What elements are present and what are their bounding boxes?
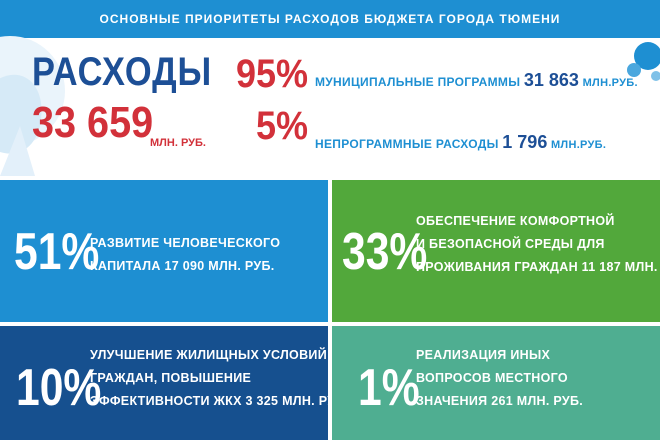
tile-line: ВОПРОСОВ МЕСТНОГО	[416, 371, 568, 385]
expenses-total-value: 33 659	[32, 98, 154, 147]
tile-line: РЕАЛИЗАЦИЯ ИНЫХ	[416, 348, 551, 362]
expenses-label: РАСХОДЫ	[32, 50, 213, 94]
tile-line: ГРАЖДАН, ПОВЫШЕНИЕ	[90, 371, 252, 385]
tile-line: УЛУЧШЕНИЕ ЖИЛИЩНЫХ УСЛОВИЙ	[90, 348, 327, 362]
tile-line: ПРОЖИВАНИЯ ГРАЖДАН 11 187 МЛН. РУБ.	[416, 260, 660, 274]
tile-description: ОБЕСПЕЧЕНИЕ КОМФОРТНОЙ И БЕЗОПАСНОЙ СРЕД…	[416, 210, 660, 279]
tile-line: ОБЕСПЕЧЕНИЕ КОМФОРТНОЙ	[416, 214, 615, 228]
non-program-unit: МЛН.РУБ.	[550, 139, 607, 151]
municipal-programs-row: МУНИЦИПАЛЬНЫЕ ПРОГРАММЫ 31 863 МЛН.РУБ.	[315, 70, 638, 91]
tile-housing: 10% УЛУЧШЕНИЕ ЖИЛИЩНЫХ УСЛОВИЙ ГРАЖДАН, …	[0, 326, 328, 440]
non-program-amount: 1 796	[502, 132, 548, 152]
municipal-programs-unit: МЛН.РУБ.	[582, 77, 638, 89]
non-program-row: НЕПРОГРАММНЫЕ РАСХОДЫ 1 796 МЛН.РУБ.	[315, 132, 606, 153]
non-program-label: НЕПРОГРАММНЫЕ РАСХОДЫ	[315, 137, 499, 151]
expenses-summary: РАСХОДЫ 33 659 МЛН. РУБ. 95% МУНИЦИПАЛЬН…	[0, 38, 660, 180]
tile-line: И БЕЗОПАСНОЙ СРЕДЫ ДЛЯ	[416, 237, 605, 251]
non-program-percent: 5%	[256, 104, 309, 148]
tile-local-issues: 1% РЕАЛИЗАЦИЯ ИНЫХ ВОПРОСОВ МЕСТНОГО ЗНА…	[332, 326, 660, 440]
municipal-programs-percent: 95%	[236, 52, 309, 96]
decorative-swirl-right	[627, 42, 660, 81]
tile-description: РЕАЛИЗАЦИЯ ИНЫХ ВОПРОСОВ МЕСТНОГО ЗНАЧЕН…	[416, 344, 583, 413]
tile-line: КАПИТАЛА 17 090 МЛН. РУБ.	[90, 259, 275, 273]
tile-description: РАЗВИТИЕ ЧЕЛОВЕЧЕСКОГО КАПИТАЛА 17 090 М…	[90, 232, 280, 278]
decorative-swirl-left	[0, 36, 65, 176]
tile-line: ЗНАЧЕНИЯ 261 МЛН. РУБ.	[416, 394, 584, 408]
tile-percent: 51%	[14, 223, 100, 281]
tile-percent: 1%	[358, 359, 420, 417]
tile-percent: 10%	[16, 359, 102, 417]
expenses-total-unit: МЛН. РУБ.	[150, 137, 206, 149]
page-title-bar: ОСНОВНЫЕ ПРИОРИТЕТЫ РАСХОДОВ БЮДЖЕТА ГОР…	[0, 0, 660, 38]
page-title: ОСНОВНЫЕ ПРИОРИТЕТЫ РАСХОДОВ БЮДЖЕТА ГОР…	[99, 12, 561, 26]
municipal-programs-amount: 31 863	[523, 70, 579, 90]
tile-line: РАЗВИТИЕ ЧЕЛОВЕЧЕСКОГО	[90, 236, 281, 250]
municipal-programs-label: МУНИЦИПАЛЬНЫЕ ПРОГРАММЫ	[315, 75, 521, 89]
tile-line: ЭФФЕКТИВНОСТИ ЖКХ 3 325 МЛН. РУБ.	[90, 394, 328, 408]
tile-human-capital: 51% РАЗВИТИЕ ЧЕЛОВЕЧЕСКОГО КАПИТАЛА 17 0…	[0, 180, 328, 322]
tile-safe-environment: 33% ОБЕСПЕЧЕНИЕ КОМФОРТНОЙ И БЕЗОПАСНОЙ …	[332, 180, 660, 322]
tile-description: УЛУЧШЕНИЕ ЖИЛИЩНЫХ УСЛОВИЙ ГРАЖДАН, ПОВЫ…	[90, 344, 328, 413]
tile-percent: 33%	[342, 223, 428, 281]
